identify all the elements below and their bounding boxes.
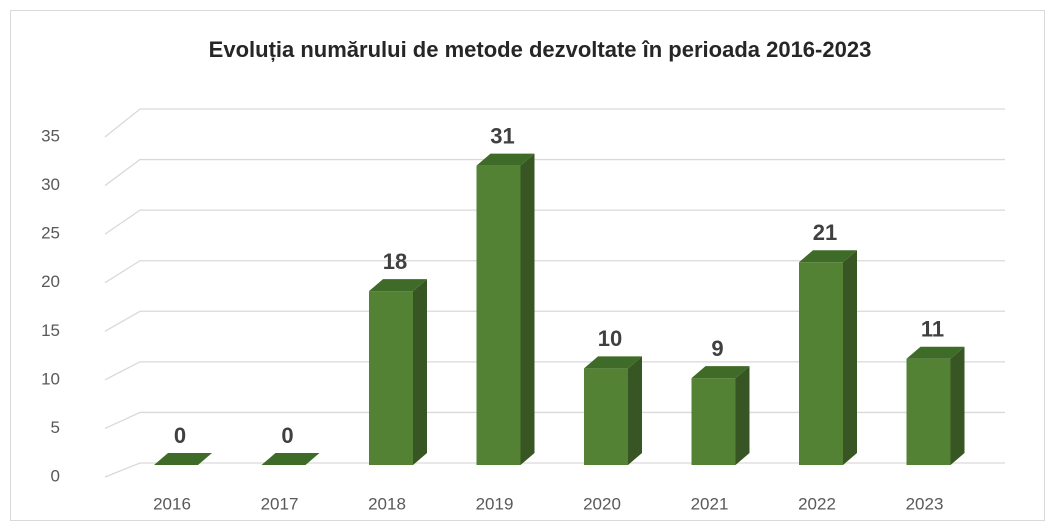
bar-top	[906, 346, 965, 359]
bar-side	[950, 346, 965, 465]
y-tick-label: 20	[41, 272, 60, 291]
data-label: 9	[711, 336, 723, 361]
bar	[906, 346, 965, 465]
bar-side	[520, 153, 535, 465]
y-tick-label: 15	[41, 321, 60, 340]
grid-line	[104, 108, 1005, 138]
grid-line	[104, 361, 1005, 381]
bar-front	[584, 368, 628, 465]
bar-side	[735, 366, 750, 465]
bar-front	[369, 291, 413, 465]
bar-top	[476, 153, 535, 166]
bar	[154, 453, 212, 465]
bar-side	[413, 279, 427, 465]
bar-side	[843, 250, 857, 465]
bar	[261, 453, 320, 465]
x-tick-label: 2019	[476, 494, 514, 513]
data-label: 21	[813, 220, 837, 245]
y-tick-label: 30	[41, 175, 60, 194]
data-label: 18	[383, 249, 407, 274]
chart-title: Evoluția numărului de metode dezvoltate …	[209, 37, 872, 62]
data-label: 0	[174, 423, 186, 448]
bar	[584, 356, 642, 465]
grid-line	[104, 260, 1005, 284]
bar-top	[691, 366, 750, 379]
data-label: 11	[921, 317, 944, 342]
y-tick-label: 5	[51, 418, 60, 437]
x-tick-label: 2020	[583, 494, 621, 513]
y-tick-label: 10	[41, 369, 60, 388]
bar-front	[691, 378, 736, 465]
bar-side	[628, 356, 642, 465]
data-label: 31	[490, 123, 514, 148]
x-tick-label: 2016	[153, 494, 191, 513]
data-label: 0	[281, 423, 293, 448]
y-tick-label: 0	[51, 466, 60, 485]
y-tick-label: 25	[41, 224, 60, 243]
bar	[799, 250, 857, 465]
x-tick-label: 2018	[368, 494, 406, 513]
bar-top	[584, 356, 642, 369]
bar-front	[476, 165, 521, 465]
bar-top	[799, 250, 857, 263]
x-tick-label: 2022	[798, 494, 836, 513]
grid-line	[104, 310, 1005, 332]
bar	[476, 153, 535, 465]
bar-top	[369, 279, 427, 292]
grid-line	[104, 209, 1005, 235]
x-tick-label: 2023	[906, 494, 944, 513]
y-tick-label: 35	[41, 126, 60, 145]
bar	[691, 366, 750, 465]
bar	[369, 279, 427, 465]
x-tick-label: 2017	[261, 494, 299, 513]
grid-line	[104, 158, 1005, 187]
bar-top	[154, 453, 212, 465]
bar-front	[799, 262, 843, 465]
x-tick-label: 2021	[691, 494, 729, 513]
data-label: 10	[598, 326, 622, 351]
bar-front	[906, 358, 951, 465]
bar-top	[261, 453, 320, 465]
